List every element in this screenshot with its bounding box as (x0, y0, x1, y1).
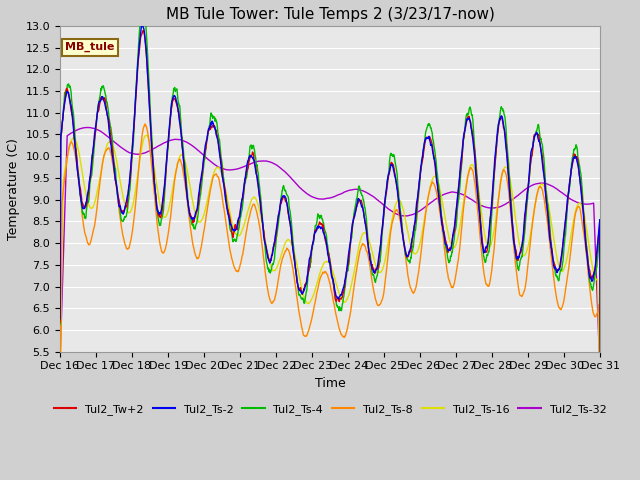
Title: MB Tule Tower: Tule Temps 2 (3/23/17-now): MB Tule Tower: Tule Temps 2 (3/23/17-now… (166, 7, 495, 22)
Tul2_Ts-32 (84, 125, 92, 131)
Tul2_Ts-8 (307, 321, 314, 326)
Tul2_Ts-4 (286, 207, 294, 213)
Tul2_Ts-32 (297, 186, 305, 192)
Tul2_Ts-16 (596, 415, 604, 420)
Tul2_Ts-2 (297, 288, 305, 294)
Tul2_Ts-8 (98, 165, 106, 170)
Tul2_Ts-2 (98, 94, 106, 100)
Tul2_Ts-4 (120, 216, 127, 222)
Line: Tul2_Ts-8: Tul2_Ts-8 (60, 124, 600, 417)
Tul2_Tw+2 (596, 363, 604, 369)
Tul2_Tw+2 (297, 286, 305, 292)
Tul2_Ts-2 (56, 316, 64, 322)
Tul2_Ts-8 (286, 250, 294, 256)
Tul2_Ts-32 (307, 193, 314, 199)
Line: Tul2_Tw+2: Tul2_Tw+2 (60, 30, 600, 366)
Line: Tul2_Ts-2: Tul2_Ts-2 (60, 24, 600, 365)
Tul2_Ts-16 (120, 197, 127, 203)
Tul2_Ts-8 (120, 236, 127, 242)
Tul2_Ts-2 (364, 240, 372, 246)
Tul2_Ts-4 (138, 5, 145, 11)
Tul2_Ts-32 (120, 147, 128, 153)
Line: Tul2_Ts-16: Tul2_Ts-16 (60, 135, 600, 418)
Tul2_Ts-32 (99, 130, 106, 135)
Tul2_Tw+2 (56, 319, 64, 325)
Tul2_Ts-32 (596, 384, 604, 390)
Tul2_Ts-8 (141, 121, 149, 127)
Tul2_Ts-2 (138, 21, 146, 27)
X-axis label: Time: Time (315, 377, 346, 390)
Tul2_Ts-32 (364, 191, 372, 196)
Line: Tul2_Ts-32: Tul2_Ts-32 (60, 128, 600, 387)
Tul2_Ts-32 (286, 174, 294, 180)
Legend: Tul2_Tw+2, Tul2_Ts-2, Tul2_Ts-4, Tul2_Ts-8, Tul2_Ts-16, Tul2_Ts-32: Tul2_Tw+2, Tul2_Ts-2, Tul2_Ts-4, Tul2_Ts… (50, 399, 611, 420)
Tul2_Ts-4 (364, 237, 372, 243)
Tul2_Ts-8 (297, 320, 305, 326)
Tul2_Ts-4 (596, 370, 604, 376)
Tul2_Ts-2 (307, 252, 314, 258)
Tul2_Ts-16 (297, 282, 305, 288)
Tul2_Ts-4 (56, 322, 64, 327)
Tul2_Ts-8 (364, 252, 372, 258)
Tul2_Ts-8 (56, 399, 64, 405)
Tul2_Tw+2 (98, 94, 106, 99)
Tul2_Ts-16 (142, 132, 150, 138)
Tul2_Ts-16 (56, 388, 64, 394)
Tul2_Ts-4 (98, 84, 106, 89)
Tul2_Ts-32 (56, 361, 64, 367)
Tul2_Tw+2 (120, 208, 127, 214)
Tul2_Ts-4 (307, 260, 314, 265)
Tul2_Ts-16 (286, 238, 294, 243)
Tul2_Ts-2 (596, 362, 604, 368)
Tul2_Tw+2 (140, 27, 147, 33)
Tul2_Ts-16 (307, 298, 314, 304)
Tul2_Ts-8 (596, 414, 604, 420)
Tul2_Tw+2 (364, 241, 372, 247)
Tul2_Ts-2 (286, 218, 294, 224)
Tul2_Tw+2 (307, 255, 314, 261)
Tul2_Ts-16 (98, 165, 106, 171)
Line: Tul2_Ts-4: Tul2_Ts-4 (60, 8, 600, 373)
Tul2_Ts-2 (120, 210, 127, 216)
Tul2_Tw+2 (286, 218, 294, 224)
Tul2_Ts-4 (297, 294, 305, 300)
Tul2_Ts-16 (364, 234, 372, 240)
Text: MB_tule: MB_tule (65, 42, 115, 52)
Y-axis label: Temperature (C): Temperature (C) (7, 138, 20, 240)
